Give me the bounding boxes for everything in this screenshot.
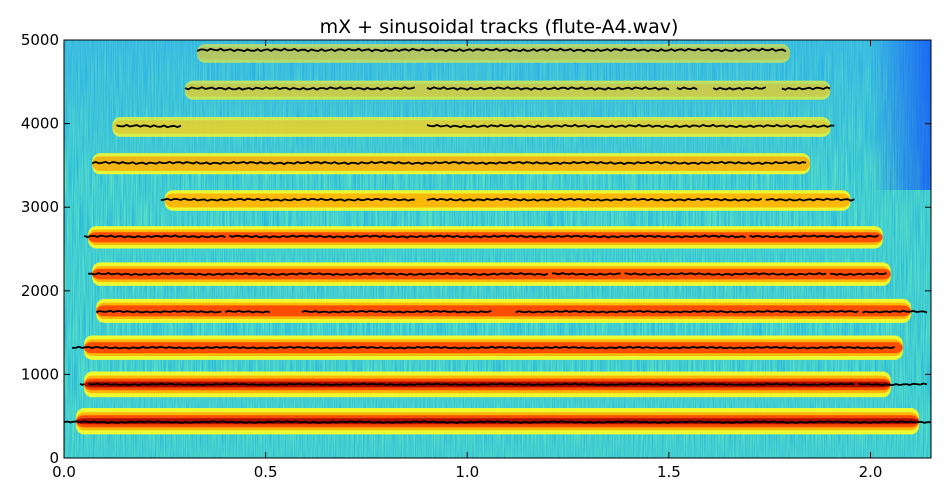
track-5-segment-1 xyxy=(228,234,746,239)
x-tick-label-2: 1.0 xyxy=(455,463,479,481)
right-edge-fade xyxy=(870,40,931,190)
track-9-segment-2 xyxy=(676,86,698,91)
y-tick-label-4: 4000 xyxy=(21,115,59,133)
y-tick-label-0: 0 xyxy=(49,449,59,467)
y-tick-label-5: 5000 xyxy=(21,31,59,49)
x-axis: 0.0 0.5 1.0 1.5 2.0 xyxy=(52,40,882,481)
track-5-segment-0 xyxy=(83,234,226,239)
track-8-segment-0 xyxy=(116,123,182,129)
track-9-segment-4 xyxy=(781,86,831,91)
track-5-segment-2 xyxy=(749,234,879,239)
y-tick-label-2: 2000 xyxy=(21,282,59,300)
track-2-segment-0 xyxy=(72,345,896,350)
track-10-segment-0 xyxy=(196,47,787,53)
track-3-segment-3 xyxy=(515,309,859,314)
x-tick-label-0: 0.0 xyxy=(52,463,76,481)
track-9-segment-3 xyxy=(712,86,767,91)
track-3-segment-4 xyxy=(862,309,928,314)
x-tick-label-1: 0.5 xyxy=(254,463,278,481)
high-frequency-fade xyxy=(64,40,931,458)
track-1-segment-2 xyxy=(858,382,928,387)
track-6-segment-1 xyxy=(426,197,762,202)
track-1-segment-1 xyxy=(87,382,855,387)
track-8-segment-1 xyxy=(426,123,835,129)
x-tick-label-4: 2.0 xyxy=(859,463,883,481)
plot-area xyxy=(64,40,931,458)
y-tick-label-3: 3000 xyxy=(21,198,59,216)
track-7-segment-0 xyxy=(91,160,807,166)
y-axis: 0 1000 2000 3000 4000 5000 xyxy=(21,31,931,467)
track-0-segment-0 xyxy=(64,420,931,424)
track-1-segment-0 xyxy=(79,382,85,386)
track-3-segment-2 xyxy=(301,309,492,314)
track-9-segment-1 xyxy=(426,86,670,91)
track-6-segment-0 xyxy=(160,197,415,202)
sinusoidal-tracks xyxy=(64,47,931,424)
y-tick-label-1: 1000 xyxy=(21,365,59,383)
track-3-segment-1 xyxy=(224,309,270,314)
track-9-segment-0 xyxy=(184,86,416,91)
track-4-segment-3 xyxy=(830,272,887,276)
chart-title: mX + sinusoidal tracks (flute-A4.wav) xyxy=(320,16,679,38)
track-4-segment-1 xyxy=(551,272,621,277)
plot-frame xyxy=(63,39,932,459)
track-3-segment-0 xyxy=(95,309,222,314)
x-tick-label-3: 1.5 xyxy=(657,463,681,481)
track-4-segment-2 xyxy=(624,272,827,277)
track-6-segment-2 xyxy=(765,197,855,202)
track-4-segment-0 xyxy=(88,272,549,276)
